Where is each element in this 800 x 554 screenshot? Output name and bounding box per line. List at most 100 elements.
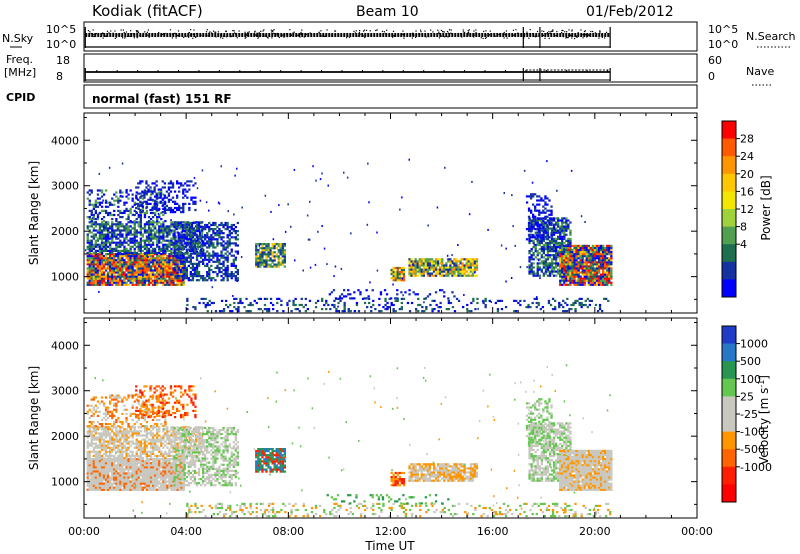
scatter-cell bbox=[586, 297, 589, 300]
scatter-cell bbox=[109, 213, 112, 217]
scatter-cell bbox=[550, 229, 554, 232]
scatter-cell bbox=[100, 488, 104, 491]
scatter-cell bbox=[107, 237, 110, 240]
scatter-cell bbox=[606, 259, 609, 262]
scatter-cell bbox=[186, 227, 189, 230]
scatter-cell bbox=[271, 265, 274, 268]
scatter-cell bbox=[500, 244, 503, 247]
scatter-cell bbox=[162, 223, 165, 226]
scatter-cell bbox=[469, 270, 472, 273]
nsky-sample bbox=[114, 37, 116, 39]
scatter-cell bbox=[133, 221, 136, 224]
scatter-cell bbox=[135, 269, 138, 272]
scatter-cell bbox=[98, 279, 102, 282]
scatter-cell bbox=[145, 186, 148, 189]
scatter-cell bbox=[208, 299, 211, 302]
scatter-cell bbox=[530, 266, 533, 269]
scatter-cell bbox=[104, 255, 108, 258]
scatter-cell bbox=[465, 260, 468, 263]
scatter-cell bbox=[163, 182, 166, 185]
scatter-cell bbox=[578, 297, 581, 300]
scatter-cell bbox=[589, 279, 592, 282]
scatter-cell bbox=[160, 253, 163, 256]
scatter-cell bbox=[451, 260, 454, 263]
scatter-cell bbox=[585, 273, 588, 276]
scatter-cell bbox=[363, 297, 366, 300]
scatter-cell bbox=[561, 246, 564, 250]
scatter-cell bbox=[544, 223, 548, 226]
scatter-cell bbox=[552, 268, 556, 271]
scatter-cell bbox=[589, 255, 592, 258]
scatter-cell bbox=[137, 275, 140, 278]
y-tick-label: 4000 bbox=[51, 134, 79, 147]
scatter-cell bbox=[536, 225, 539, 228]
nsky-sample bbox=[88, 35, 90, 37]
scatter-cell bbox=[115, 275, 118, 278]
scatter-cell bbox=[98, 253, 102, 256]
scatter-cell bbox=[496, 310, 500, 313]
scatter-cell bbox=[92, 462, 95, 465]
scatter-cell bbox=[90, 231, 93, 234]
scatter-cell bbox=[121, 195, 124, 198]
scatter-cell bbox=[595, 273, 599, 276]
nsky-sample bbox=[567, 36, 569, 39]
scatter-cell bbox=[283, 253, 286, 256]
scatter-cell bbox=[100, 275, 104, 278]
scatter-cell bbox=[327, 303, 330, 307]
scatter-cell bbox=[145, 202, 148, 205]
scatter-cell bbox=[595, 263, 599, 266]
nsky-sample bbox=[594, 32, 596, 34]
scatter-cell bbox=[569, 263, 572, 266]
scatter-cell bbox=[314, 301, 318, 305]
scatter-cell bbox=[583, 267, 586, 270]
scatter-cell bbox=[589, 261, 592, 264]
nsky-sample bbox=[586, 36, 588, 38]
nsky-sample bbox=[324, 35, 326, 38]
nsky-sample bbox=[484, 37, 487, 40]
scatter-cell bbox=[92, 464, 95, 467]
scatter-cell bbox=[257, 259, 260, 262]
scatter-cell bbox=[530, 193, 533, 196]
scatter-cell bbox=[135, 211, 138, 214]
nsky-sample bbox=[561, 32, 563, 34]
scatter-cell bbox=[604, 279, 607, 282]
scatter-cell bbox=[145, 243, 149, 246]
scatter-cell bbox=[451, 306, 455, 309]
scatter-cell bbox=[551, 270, 553, 273]
scatter-cell bbox=[555, 237, 558, 240]
scatter-cell bbox=[430, 266, 434, 269]
scatter-cell bbox=[131, 241, 134, 244]
scatter-cell bbox=[119, 245, 122, 248]
scatter-cell bbox=[160, 273, 163, 276]
scatter-cell bbox=[90, 261, 93, 264]
scatter-cell bbox=[555, 266, 558, 269]
scatter-cell bbox=[230, 277, 233, 280]
scatter-cell bbox=[470, 301, 473, 305]
scatter-cell bbox=[572, 303, 575, 307]
scatter-cell bbox=[591, 253, 595, 256]
nave-tick-bottom: 0 bbox=[708, 70, 715, 83]
scatter-cell bbox=[117, 223, 120, 226]
nsky-sample bbox=[171, 33, 174, 35]
scatter-cell bbox=[187, 254, 190, 257]
scatter-cell bbox=[139, 182, 142, 185]
scatter-cell bbox=[147, 223, 151, 226]
scatter-cell bbox=[158, 239, 161, 242]
scatter-cell bbox=[481, 300, 484, 303]
scatter-cell bbox=[107, 275, 110, 278]
scatter-cell bbox=[255, 243, 258, 246]
scatter-cell bbox=[186, 196, 189, 199]
scatter-cell bbox=[608, 271, 611, 274]
scatter-cell bbox=[559, 265, 562, 268]
scatter-cell bbox=[94, 279, 97, 282]
scatter-cell bbox=[544, 215, 547, 218]
scatter-cell bbox=[455, 297, 459, 300]
scatter-cell bbox=[102, 466, 106, 469]
scatter-cell bbox=[544, 203, 547, 206]
scatter-cell bbox=[212, 244, 215, 247]
scatter-cell bbox=[109, 243, 112, 246]
scatter-cell bbox=[86, 216, 89, 219]
scatter-cell bbox=[115, 259, 118, 262]
scatter-cell bbox=[202, 279, 205, 282]
scatter-cell bbox=[591, 263, 595, 266]
